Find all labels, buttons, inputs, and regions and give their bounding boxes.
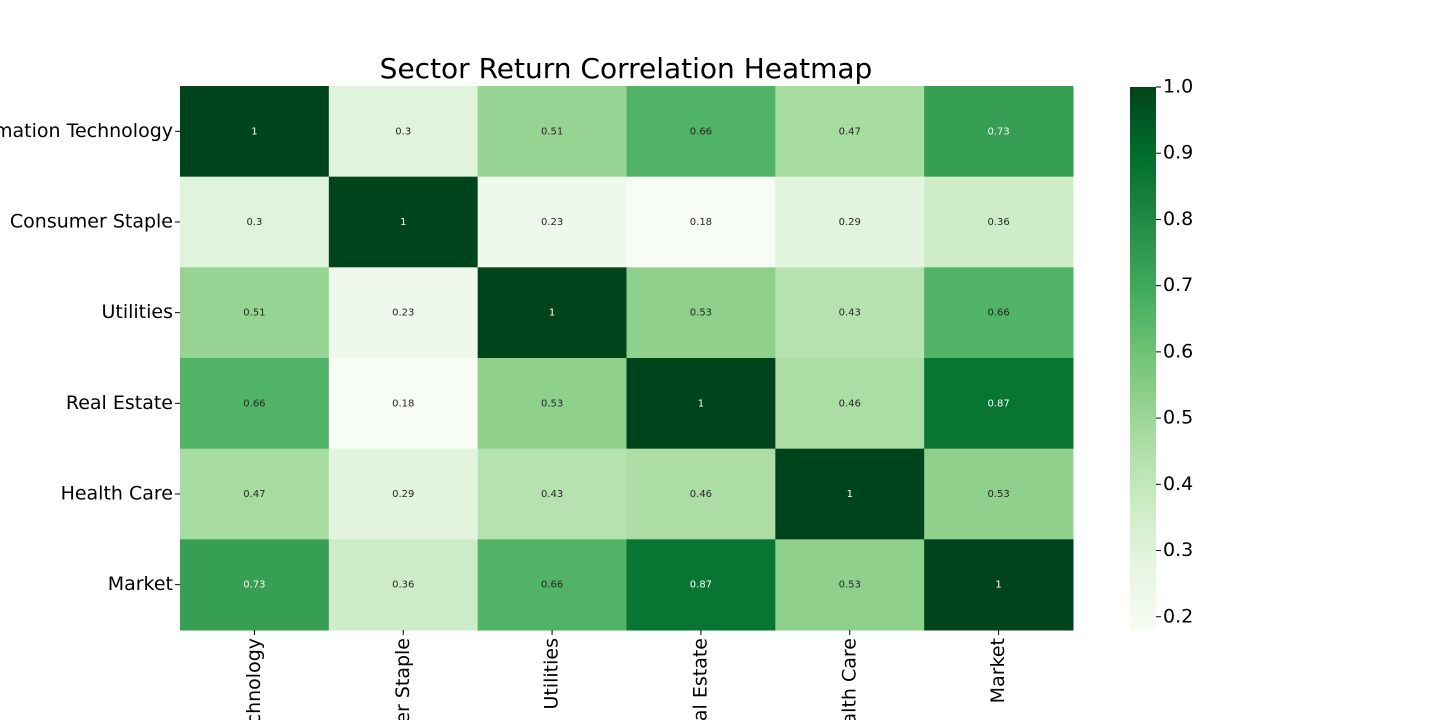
y-tick-label: Utilities [101, 301, 173, 323]
heatmap-cell [775, 539, 925, 631]
cell-label: 1 [847, 489, 853, 500]
cell-label: 0.53 [987, 489, 1009, 500]
heatmap-cell [328, 358, 479, 450]
cell-label: 0.73 [243, 580, 265, 591]
x-tick-label: Information Technology [243, 638, 265, 720]
cell-label: 0.46 [690, 489, 712, 500]
cell-label: 1 [698, 398, 704, 409]
y-tick-label: Consumer Staple [10, 211, 173, 233]
heatmap-cell [626, 539, 776, 631]
colorbar-tick-label: 1.0 [1163, 76, 1193, 98]
heatmap-cell [626, 176, 776, 268]
cell-label: 0.36 [392, 580, 414, 591]
heatmap-cell [626, 448, 776, 540]
cell-label: 0.47 [839, 126, 861, 137]
heatmap-cell [775, 358, 925, 450]
cell-label: 0.3 [395, 126, 411, 137]
heatmap-cell [775, 448, 925, 540]
colorbar-tick-label: 0.6 [1163, 340, 1193, 362]
cell-label: 0.87 [690, 580, 712, 591]
heatmap-cell [328, 176, 479, 268]
y-tick-label: Real Estate [66, 392, 173, 414]
colorbar-tick-label: 0.7 [1163, 274, 1193, 296]
heatmap-cell [180, 267, 330, 359]
cell-label: 0.66 [987, 308, 1009, 319]
heatmap-cell [180, 358, 330, 450]
colorbar-tick-label: 0.9 [1163, 142, 1193, 164]
cell-label: 0.53 [541, 398, 563, 409]
x-tick-label: Real Estate [689, 638, 711, 720]
heatmap-cell [180, 539, 330, 631]
heatmap-cell [180, 448, 330, 540]
heatmap-cell [328, 448, 479, 540]
heatmap-cell [924, 448, 1074, 540]
cell-label: 0.29 [392, 489, 414, 500]
cell-label: 0.53 [690, 308, 712, 319]
heatmap-cell [775, 176, 925, 268]
y-tick-label: Information Technology [0, 120, 173, 142]
cell-label: 0.43 [541, 489, 563, 500]
x-tick-label: Consumer Staple [392, 638, 414, 720]
cell-label: 0.87 [987, 398, 1009, 409]
cell-label: 0.23 [541, 217, 563, 228]
cell-label: 0.18 [690, 217, 712, 228]
cell-label: 1 [400, 217, 406, 228]
heatmap-cell [477, 86, 627, 178]
heatmap-cell [626, 358, 776, 450]
heatmap-cell [477, 539, 627, 631]
heatmap-cell [328, 539, 479, 631]
heatmap-cell [477, 448, 627, 540]
cell-label: 0.18 [392, 398, 414, 409]
cell-label: 0.43 [839, 308, 861, 319]
heatmap-cell [924, 358, 1074, 450]
y-tick-label: Market [108, 573, 173, 595]
heatmap-cell [477, 267, 627, 359]
cell-label: 0.51 [541, 126, 563, 137]
heatmap-cell [924, 86, 1074, 178]
colorbar-tick-label: 0.4 [1163, 473, 1193, 495]
x-tick-label: Health Care [838, 638, 860, 720]
heatmap-cell [775, 267, 925, 359]
heatmap-cell [775, 86, 925, 178]
colorbar [1130, 87, 1156, 630]
cell-label: 0.66 [541, 580, 563, 591]
heatmap-cell [180, 86, 330, 178]
heatmap-cell [626, 86, 776, 178]
x-tick-label: Utilities [541, 638, 563, 710]
heatmap-cell [924, 267, 1074, 359]
cell-label: 0.73 [987, 126, 1009, 137]
chart-title: Sector Return Correlation Heatmap [380, 52, 873, 85]
colorbar-tick-label: 0.8 [1163, 208, 1193, 230]
cell-label: 0.51 [243, 308, 265, 319]
cell-label: 0.23 [392, 308, 414, 319]
cell-label: 0.66 [243, 398, 265, 409]
heatmap-cell [328, 86, 479, 178]
cell-label: 1 [549, 308, 555, 319]
y-tick-label: Health Care [61, 483, 173, 505]
heatmap-cell [180, 176, 330, 268]
cell-label: 0.29 [839, 217, 861, 228]
cell-label: 0.36 [987, 217, 1009, 228]
heatmap-cell [626, 267, 776, 359]
colorbar-tick-label: 0.2 [1163, 605, 1193, 627]
colorbar-tick-label: 0.5 [1163, 407, 1193, 429]
heatmap-cell [477, 358, 627, 450]
cell-label: 1 [995, 580, 1001, 591]
cell-label: 0.66 [690, 126, 712, 137]
cell-label: 1 [251, 126, 257, 137]
x-tick-label: Market [987, 638, 1009, 703]
cell-label: 0.53 [839, 580, 861, 591]
heatmap-cell [924, 539, 1074, 631]
cell-label: 0.46 [839, 398, 861, 409]
heatmap-cell [924, 176, 1074, 268]
heatmap-cell [477, 176, 627, 268]
cell-label: 0.47 [243, 489, 265, 500]
cell-label: 0.3 [246, 217, 262, 228]
heatmap-cell [328, 267, 479, 359]
colorbar-tick-label: 0.3 [1163, 539, 1193, 561]
